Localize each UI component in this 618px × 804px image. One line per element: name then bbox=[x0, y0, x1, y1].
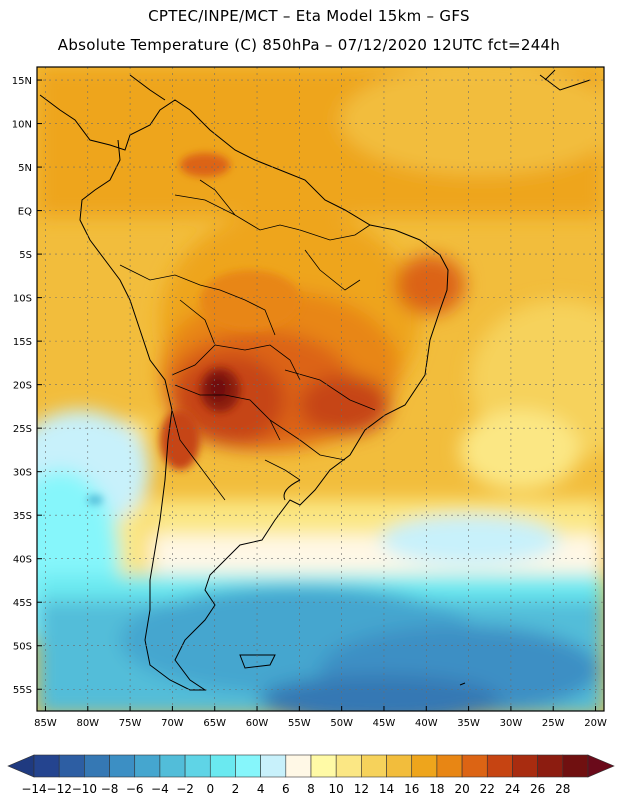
colorbar-label: −6 bbox=[126, 782, 144, 796]
colorbar-label: −14 bbox=[21, 782, 46, 796]
lat-label: 40S bbox=[13, 555, 32, 566]
lon-label: 35W bbox=[457, 718, 480, 729]
lat-label: 15N bbox=[12, 76, 32, 87]
lat-lon-grid bbox=[37, 67, 604, 711]
colorbar-swatch bbox=[184, 754, 211, 778]
lat-label: 35S bbox=[13, 511, 32, 522]
colorbar-label: 14 bbox=[379, 782, 394, 796]
lat-label: 55S bbox=[13, 685, 32, 696]
temperature-field bbox=[37, 67, 604, 711]
lon-label: 65W bbox=[203, 718, 226, 729]
colorbar-swatch bbox=[235, 754, 261, 778]
colorbar-swatch bbox=[486, 754, 513, 778]
lon-label: 70W bbox=[161, 718, 184, 729]
colorbar-swatch bbox=[285, 754, 312, 778]
colorbar-label: 8 bbox=[307, 782, 315, 796]
lon-label: 55W bbox=[288, 718, 311, 729]
lat-label: 5N bbox=[18, 163, 32, 174]
colorbar-label: 6 bbox=[282, 782, 290, 796]
colorbar-label: 4 bbox=[257, 782, 265, 796]
colorbar-swatch bbox=[411, 754, 438, 778]
colorbar-label: −12 bbox=[47, 782, 72, 796]
colorbar-swatch bbox=[436, 754, 463, 778]
colorbar-label: 20 bbox=[454, 782, 469, 796]
lon-label: 85W bbox=[34, 718, 57, 729]
colorbar-label: 28 bbox=[555, 782, 570, 796]
colorbar: −14 −12 −10 −8 −6 −4 −2 0 2 4 6 8 10 12 14 16 18 20 22 24 26… bbox=[7, 754, 615, 796]
lon-label: 45W bbox=[373, 718, 396, 729]
lon-label: 80W bbox=[76, 718, 99, 729]
colorbar-swatch bbox=[537, 754, 564, 778]
lat-label: 50S bbox=[13, 642, 32, 653]
lat-label: 25S bbox=[13, 424, 32, 435]
colorbar-label: 2 bbox=[232, 782, 240, 796]
lon-label: 50W bbox=[330, 718, 353, 729]
colorbar-label: 18 bbox=[429, 782, 444, 796]
colorbar-swatch bbox=[58, 754, 85, 778]
colorbar-label: −8 bbox=[101, 782, 119, 796]
lat-label: 45S bbox=[13, 598, 32, 609]
colorbar-swatch bbox=[310, 754, 337, 778]
colorbar-low-arrow bbox=[7, 754, 35, 778]
map-frame bbox=[36, 66, 605, 712]
colorbar-swatch bbox=[386, 754, 413, 778]
colorbar-label: −4 bbox=[151, 782, 169, 796]
title-line-1: CPTEC/INPE/MCT – Eta Model 15km – GFS bbox=[148, 7, 470, 25]
lon-label: 60W bbox=[246, 718, 269, 729]
lon-label: 75W bbox=[119, 718, 142, 729]
lat-label: 15S bbox=[13, 337, 32, 348]
country-borders bbox=[119, 179, 376, 501]
colorbar-swatch bbox=[512, 754, 538, 778]
colorbar-swatch bbox=[335, 754, 362, 778]
colorbar-high-arrow bbox=[587, 754, 615, 778]
lat-label: 10N bbox=[12, 120, 32, 131]
lat-label: EQ bbox=[18, 207, 32, 218]
colorbar-swatch bbox=[159, 754, 186, 778]
colorbar-label: −10 bbox=[72, 782, 97, 796]
map-axes: 15N 10N 5N EQ 5S 10S 15S 20S 25S 30S 35S 40S 45S 50S 5… bbox=[12, 76, 607, 729]
lon-label: 25W bbox=[542, 718, 565, 729]
lon-label: 20W bbox=[584, 718, 607, 729]
colorbar-label: 0 bbox=[206, 782, 214, 796]
colorbar-swatch bbox=[562, 754, 589, 778]
colorbar-swatch bbox=[84, 754, 110, 778]
colorbar-swatch bbox=[461, 754, 488, 778]
lon-label: 40W bbox=[415, 718, 438, 729]
colorbar-label: 22 bbox=[480, 782, 495, 796]
colorbar-label: 16 bbox=[404, 782, 419, 796]
colorbar-swatch bbox=[109, 754, 136, 778]
colorbar-swatch bbox=[209, 754, 236, 778]
colorbar-swatch bbox=[134, 754, 161, 778]
coastlines bbox=[39, 69, 591, 691]
lat-label: 20S bbox=[13, 381, 32, 392]
title-line-2: Absolute Temperature (C) 850hPa – 07/12/… bbox=[57, 36, 561, 54]
colorbar-label: 10 bbox=[329, 782, 344, 796]
lat-label: 10S bbox=[13, 294, 32, 305]
lon-label: 30W bbox=[500, 718, 523, 729]
lat-label: 5S bbox=[19, 250, 32, 261]
colorbar-label: 24 bbox=[505, 782, 520, 796]
colorbar-swatch bbox=[260, 754, 287, 778]
colorbar-label: 26 bbox=[530, 782, 545, 796]
colorbar-swatch bbox=[33, 754, 60, 778]
lat-label: 30S bbox=[13, 468, 32, 479]
colorbar-label: 12 bbox=[354, 782, 369, 796]
colorbar-swatch bbox=[361, 754, 387, 778]
colorbar-label: −2 bbox=[176, 782, 194, 796]
